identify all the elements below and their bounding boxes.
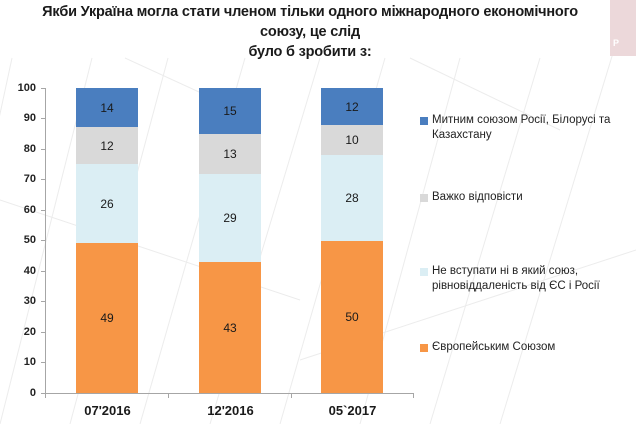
y-tick (41, 332, 45, 333)
bar-segment-customs-union: 12 (321, 88, 383, 125)
data-label: 10 (345, 133, 359, 147)
y-tick-label: 90 (23, 112, 36, 124)
bar-segment-no-union: 26 (76, 164, 138, 243)
legend-label-line1: Не вступати ні в який союз, (432, 265, 579, 277)
y-tick-label: 20 (23, 326, 36, 338)
legend-item-hard-to-say: Важко відповісти (420, 190, 630, 205)
legend-swatch-icon (420, 268, 428, 276)
y-tick (41, 240, 45, 241)
y-axis (45, 88, 46, 393)
x-tick (168, 393, 169, 398)
legend-item-eu: Європейським Союзом (420, 340, 630, 355)
y-tick-label: 10 (23, 356, 36, 368)
legend-swatch-icon (420, 344, 428, 352)
bar-segment-hard-to-say: 10 (321, 125, 383, 155)
y-tick-label: 30 (23, 295, 36, 307)
data-label: 29 (223, 211, 237, 225)
bar-12-2016: 43 29 13 15 (199, 88, 261, 393)
y-tick (41, 179, 45, 180)
bar-segment-customs-union: 15 (199, 88, 261, 134)
x-tick-label: 12'2016 (207, 403, 254, 418)
legend-label-line2: рівновіддаленість від ЄС і Росії (432, 280, 600, 292)
legend-label: Важко відповісти (432, 191, 523, 203)
x-tick-label: 05`2017 (328, 403, 377, 418)
bar-segment-customs-union: 14 (76, 88, 138, 127)
legend-label: Митним союзом Росії, Білорусі та Казахст… (432, 113, 610, 143)
y-tick (41, 393, 45, 394)
y-tick (41, 271, 45, 272)
y-tick-label: 60 (23, 204, 36, 216)
x-axis (45, 393, 413, 394)
bar-segment-hard-to-say: 12 (76, 127, 138, 164)
legend-label: Європейським Союзом (432, 341, 556, 353)
bar-segment-hard-to-say: 13 (199, 134, 261, 174)
y-tick (41, 118, 45, 119)
legend-label-line1: Митним союзом Росії, Білорусі та (432, 114, 611, 126)
legend-swatch-icon (420, 194, 428, 202)
data-label: 15 (223, 104, 237, 118)
y-tick-label: 100 (17, 82, 36, 94)
data-label: 26 (100, 196, 114, 211)
data-label: 49 (100, 311, 114, 325)
data-label: 28 (345, 191, 359, 205)
y-tick (41, 149, 45, 150)
bar-07-2016: 49 26 12 14 (76, 88, 138, 393)
y-tick (41, 301, 45, 302)
y-tick-label: 40 (23, 265, 36, 277)
legend-label: Не вступати ні в який союз, рівновіддале… (432, 264, 600, 294)
bar-segment-eu: 50 (321, 241, 383, 393)
legend-swatch-icon (420, 117, 428, 125)
bar-segment-eu: 49 (76, 243, 138, 393)
bar-05-2017: 50 28 10 12 (321, 88, 383, 393)
chart-title-line1: Якби Україна могла стати членом тільки о… (42, 4, 578, 40)
legend-item-no-union: Не вступати ні в який союз, рівновіддале… (420, 264, 630, 294)
logo-text: Р (613, 38, 620, 48)
x-tick (291, 393, 292, 398)
data-label: 14 (100, 100, 114, 115)
data-label: 43 (223, 320, 237, 335)
chart-title: Якби Україна могла стати членом тільки о… (20, 2, 600, 62)
y-tick (41, 88, 45, 89)
data-label: 12 (100, 138, 114, 153)
y-tick (41, 210, 45, 211)
data-label: 50 (345, 310, 359, 324)
bar-segment-no-union: 28 (321, 155, 383, 241)
x-tick-label: 07'2016 (84, 403, 131, 418)
data-label: 13 (223, 147, 237, 161)
chart-title-line2: було б зробити з: (248, 44, 372, 60)
x-tick (413, 393, 414, 398)
y-tick (41, 362, 45, 363)
y-tick-label: 50 (23, 234, 36, 246)
legend-label-line2: Казахстану (432, 129, 492, 141)
bar-segment-eu: 43 (199, 262, 261, 393)
legend-item-customs-union: Митним союзом Росії, Білорусі та Казахст… (420, 113, 630, 143)
y-tick-label: 80 (23, 143, 36, 155)
y-tick-label: 0 (29, 387, 36, 399)
data-label: 12 (345, 99, 359, 114)
y-tick-label: 70 (23, 173, 36, 185)
brand-logo: Р (610, 0, 636, 56)
bar-segment-no-union: 29 (199, 174, 261, 262)
x-tick (45, 393, 46, 398)
